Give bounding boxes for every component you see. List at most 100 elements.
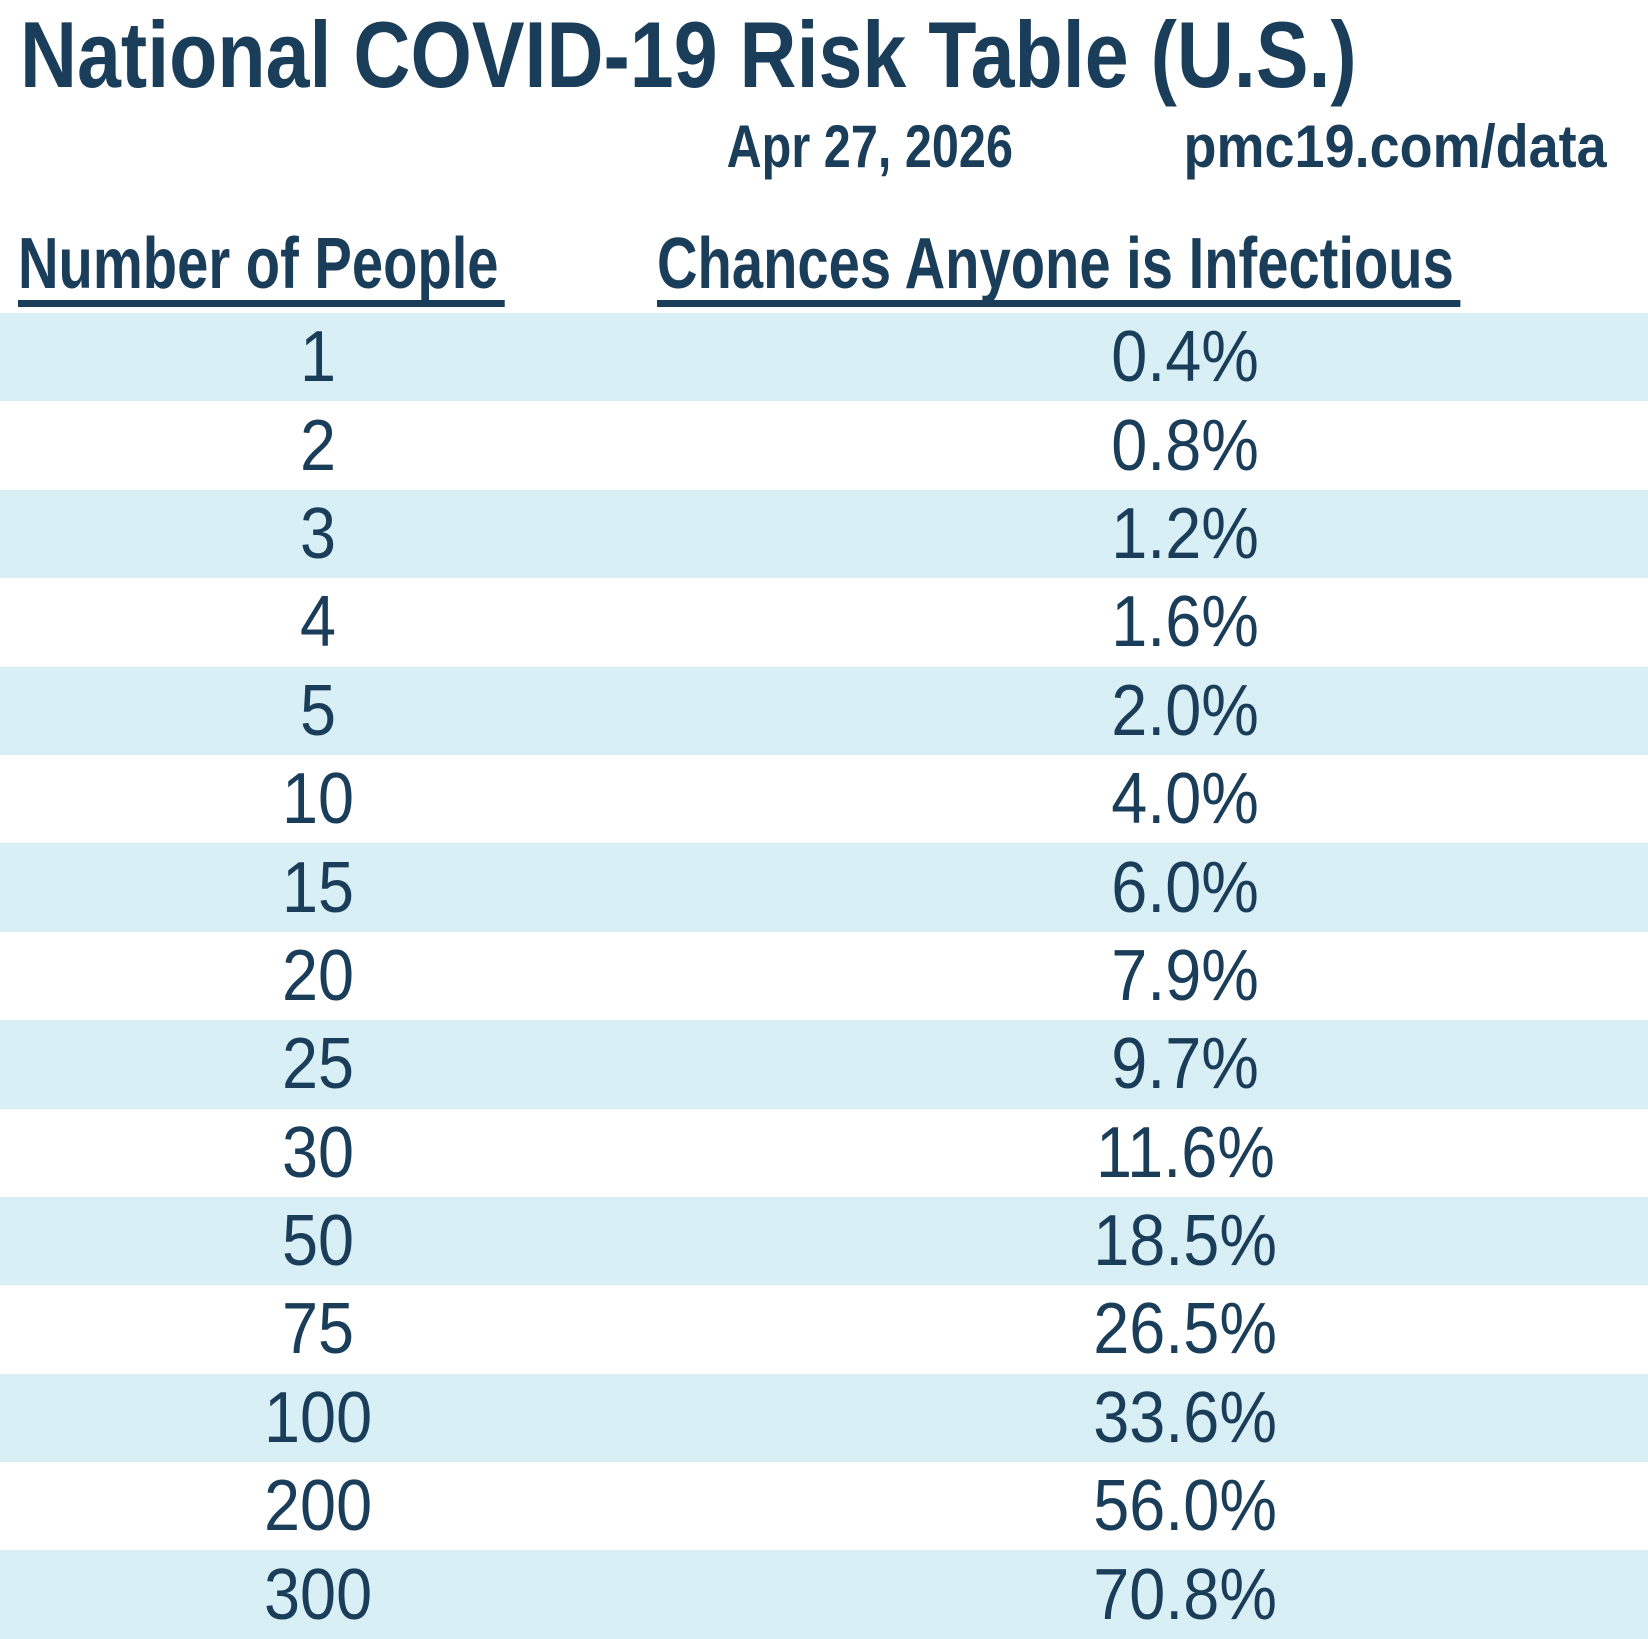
column-gap <box>636 1374 722 1462</box>
chance-value: 1.6% <box>1111 582 1259 663</box>
people-cell: 25 <box>0 1020 636 1108</box>
people-value: 30 <box>281 1112 355 1193</box>
chance-value: 4.0% <box>1111 759 1259 840</box>
page-title-text: National COVID-19 Risk Table (U.S.) <box>20 2 1357 107</box>
chance-value: 26.5% <box>1093 1289 1277 1370</box>
column-gap <box>636 755 722 843</box>
table-row: 5 2.0% <box>0 666 1648 755</box>
column-header-chances-text: Chances Anyone is Infectious <box>657 228 1461 307</box>
table-row: 30 11.6% <box>0 1109 1648 1197</box>
people-value: 3 <box>299 493 337 574</box>
people-value: 10 <box>281 759 355 840</box>
column-gap <box>636 667 722 755</box>
table-row: 1 0.4% <box>0 313 1648 402</box>
people-cell: 300 <box>0 1550 636 1638</box>
chance-cell: 4.0% <box>722 755 1648 843</box>
chance-value: 1.2% <box>1111 493 1259 574</box>
chance-value: 33.6% <box>1093 1377 1277 1458</box>
people-value: 20 <box>281 935 355 1016</box>
people-value: 300 <box>263 1554 373 1635</box>
column-gap <box>636 1109 722 1197</box>
people-cell: 2 <box>0 401 636 489</box>
table-row: 100 33.6% <box>0 1373 1648 1463</box>
chance-cell: 0.8% <box>722 401 1648 489</box>
date-label: Apr 27, 2026 <box>660 117 1080 177</box>
table-row: 300 70.8% <box>0 1550 1648 1639</box>
chance-cell: 9.7% <box>722 1020 1648 1108</box>
people-cell: 3 <box>0 490 636 578</box>
people-value: 200 <box>263 1466 373 1547</box>
chance-cell: 70.8% <box>722 1550 1648 1638</box>
chance-value: 7.9% <box>1111 935 1259 1016</box>
table-row: 2 0.8% <box>0 401 1648 489</box>
table-row: 3 1.2% <box>0 489 1648 579</box>
column-gap <box>636 313 722 401</box>
table-row: 20 7.9% <box>0 932 1648 1020</box>
chance-cell: 6.0% <box>722 843 1648 931</box>
column-header-chances: Chances Anyone is Infectious <box>657 228 1648 307</box>
chance-cell: 18.5% <box>722 1197 1648 1285</box>
column-gap <box>636 401 722 489</box>
column-gap <box>636 1550 722 1638</box>
column-header-people-text: Number of People <box>18 228 505 307</box>
chance-value: 11.6% <box>1095 1112 1275 1193</box>
people-value: 15 <box>281 847 355 928</box>
people-cell: 10 <box>0 755 636 843</box>
chance-cell: 1.2% <box>722 490 1648 578</box>
chance-value: 18.5% <box>1093 1201 1277 1282</box>
date-text: Apr 27, 2026 <box>726 113 1014 180</box>
chance-cell: 26.5% <box>722 1285 1648 1373</box>
risk-table-body: 1 0.4% 2 0.8% 3 1.2% 4 1.6% 5 2.0% 10 4.… <box>0 313 1648 1639</box>
chance-value: 2.0% <box>1111 670 1259 751</box>
people-value: 5 <box>299 670 337 751</box>
chance-value: 9.7% <box>1111 1024 1259 1105</box>
chance-cell: 1.6% <box>722 578 1648 666</box>
table-row: 4 1.6% <box>0 578 1648 666</box>
table-row: 200 56.0% <box>0 1462 1648 1550</box>
column-gap <box>636 578 722 666</box>
people-cell: 50 <box>0 1197 636 1285</box>
chance-value: 70.8% <box>1093 1554 1277 1635</box>
table-row: 15 6.0% <box>0 843 1648 932</box>
people-value: 75 <box>281 1289 355 1370</box>
column-gap <box>636 843 722 931</box>
chance-cell: 7.9% <box>722 932 1648 1020</box>
people-cell: 100 <box>0 1374 636 1462</box>
source-url-text: pmc19.com/data <box>1183 113 1607 180</box>
column-gap <box>636 1285 722 1373</box>
chance-cell: 11.6% <box>722 1109 1648 1197</box>
table-row: 50 18.5% <box>0 1196 1648 1286</box>
page-title: National COVID-19 Risk Table (U.S.) <box>20 8 1611 102</box>
people-cell: 30 <box>0 1109 636 1197</box>
table-row: 10 4.0% <box>0 755 1648 843</box>
people-cell: 75 <box>0 1285 636 1373</box>
column-gap <box>636 932 722 1020</box>
chance-value: 0.8% <box>1111 405 1259 486</box>
people-value: 1 <box>299 317 337 398</box>
people-cell: 200 <box>0 1462 636 1550</box>
chance-cell: 56.0% <box>722 1462 1648 1550</box>
people-value: 50 <box>281 1201 355 1282</box>
people-cell: 1 <box>0 313 636 401</box>
people-value: 25 <box>281 1024 355 1105</box>
column-header-people: Number of People <box>18 228 642 307</box>
people-value: 4 <box>299 582 337 663</box>
column-gap <box>636 1020 722 1108</box>
column-gap <box>636 1462 722 1550</box>
chance-value: 0.4% <box>1111 317 1259 398</box>
table-row: 25 9.7% <box>0 1020 1648 1109</box>
chance-cell: 2.0% <box>722 667 1648 755</box>
chance-value: 56.0% <box>1093 1466 1277 1547</box>
column-gap <box>636 490 722 578</box>
people-cell: 5 <box>0 667 636 755</box>
chance-cell: 33.6% <box>722 1374 1648 1462</box>
people-value: 100 <box>263 1377 373 1458</box>
column-gap <box>636 1197 722 1285</box>
people-cell: 4 <box>0 578 636 666</box>
people-cell: 20 <box>0 932 636 1020</box>
people-cell: 15 <box>0 843 636 931</box>
source-url-label: pmc19.com/data <box>1160 117 1607 177</box>
table-row: 75 26.5% <box>0 1285 1648 1373</box>
people-value: 2 <box>299 405 337 486</box>
chance-cell: 0.4% <box>722 313 1648 401</box>
